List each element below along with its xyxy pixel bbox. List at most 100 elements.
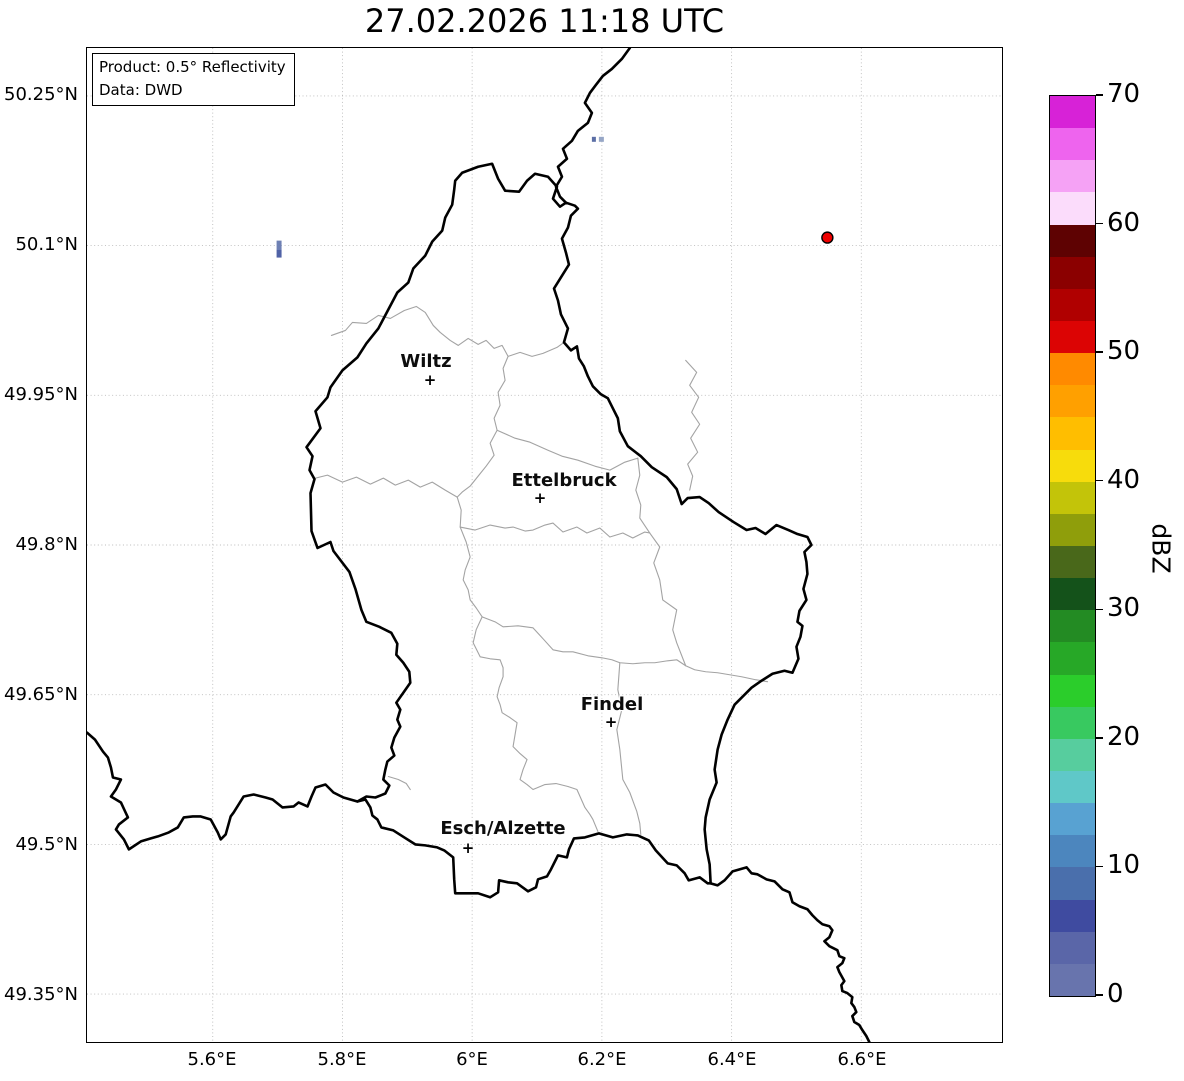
city-label: Esch/Alzette [440,818,566,839]
colorbar-tick [1096,737,1103,739]
canton-border [507,341,565,357]
x-tick-label: 5.8°E [317,1049,367,1070]
colorbar-block [1050,128,1095,161]
colorbar-block [1050,288,1095,321]
colorbar-tick [1096,994,1103,996]
canton-border [472,616,599,832]
colorbar-block [1050,867,1095,900]
radar-echo-cell [598,136,604,142]
city-label: Ettelbruck [511,470,617,491]
colorbar-block [1050,963,1095,996]
colorbar-block [1050,642,1095,675]
our-river-border-north [554,48,632,204]
canton-border [456,429,498,618]
colorbar-block [1050,738,1095,771]
colorbar-block [1050,385,1095,418]
radar-echo-layer [276,136,604,258]
colorbar-tick-label: 30 [1107,593,1141,624]
france-border-west [87,731,359,851]
colorbar-block [1050,899,1095,932]
station-dot-layer [821,231,834,244]
plot-title: 27.02.2026 11:18 UTC [364,2,725,40]
colorbar-block [1050,835,1095,868]
colorbar-tick [1096,865,1103,868]
y-tick-label: 50.1°N [15,234,78,255]
city-label: Findel [580,694,644,715]
canton-border [616,662,642,835]
city-marker-icon: + [461,839,475,857]
radar-echo-cell [276,240,282,250]
y-tick-label: 50.25°N [4,84,78,105]
x-tick-label: 6°E [456,1049,488,1070]
y-tick-label: 49.35°N [4,984,78,1005]
colorbar-tick-label: 20 [1107,721,1141,752]
x-tick-label: 6.4°E [707,1049,757,1070]
info-source-line: Data: DWD [99,80,183,99]
colorbar-block [1050,224,1095,257]
colorbar-tick-label: 0 [1107,979,1124,1009]
x-tick-label: 6.2°E [577,1049,627,1070]
colorbar-tick-label: 50 [1107,336,1141,367]
colorbar-tick-label: 60 [1107,207,1141,238]
colorbar-block [1050,192,1095,225]
colorbar-block [1050,449,1095,482]
y-tick-label: 49.65°N [4,684,78,705]
colorbar-block [1050,674,1095,707]
district-border-foreign [387,775,411,791]
colorbar-block [1050,770,1095,804]
moselle-border-southeast [709,866,871,1042]
colorbar [1049,95,1096,997]
canton-border [481,616,769,683]
y-tick-label: 49.8°N [15,534,78,555]
canton-border [496,429,639,471]
colorbar-block [1050,803,1095,836]
map-axes: Product: 0.5° Reflectivity Data: DWD Wil… [86,47,1003,1043]
city-marker-icon: + [423,371,437,389]
canton-border [314,474,458,498]
canton-border [493,355,509,431]
colorbar-block [1050,706,1095,739]
colorbar-block [1050,545,1095,579]
admin-borders [314,305,769,835]
colorbar-block [1050,578,1095,611]
radar-station-dot [821,231,834,244]
y-tick-label: 49.95°N [4,384,78,405]
radar-echo-cell [276,249,282,258]
colorbar-tick [1096,94,1103,96]
city-marker-icon: + [533,489,547,507]
x-tick-label: 6.6°E [837,1049,887,1070]
canton-border [459,522,651,539]
colorbar-tick-label: 40 [1107,464,1141,495]
radar-echo-cell [591,136,596,142]
x-tick-label: 5.6°E [187,1049,237,1070]
colorbar-block [1050,320,1095,354]
colorbar-block [1050,513,1095,546]
info-product-line: Product: 0.5° Reflectivity [99,58,286,76]
city-label: Wiltz [400,351,452,372]
colorbar-block [1050,96,1095,129]
colorbar-block [1050,256,1095,289]
map-svg [87,48,1002,1042]
canton-border [330,305,509,357]
country-borders [87,48,871,1042]
colorbar-tick [1096,351,1103,353]
info-box: Product: 0.5° Reflectivity Data: DWD [92,53,295,106]
colorbar-tick [1096,608,1103,610]
gridlines [87,48,1002,1042]
colorbar-block [1050,160,1095,193]
y-tick-label: 49.5°N [15,834,78,855]
colorbar-block [1050,353,1095,386]
colorbar-block [1050,931,1095,964]
canton-border [635,457,687,667]
colorbar-block [1050,417,1095,450]
city-marker-icon: + [604,713,618,731]
colorbar-block [1050,481,1095,514]
luxembourg-border [305,162,813,899]
district-border-foreign [685,359,701,491]
colorbar-tick [1096,222,1103,225]
colorbar-tick-label: 70 [1107,79,1141,109]
colorbar-tick-label: 10 [1107,850,1141,881]
colorbar-block [1050,610,1095,643]
colorbar-tick [1096,480,1103,482]
